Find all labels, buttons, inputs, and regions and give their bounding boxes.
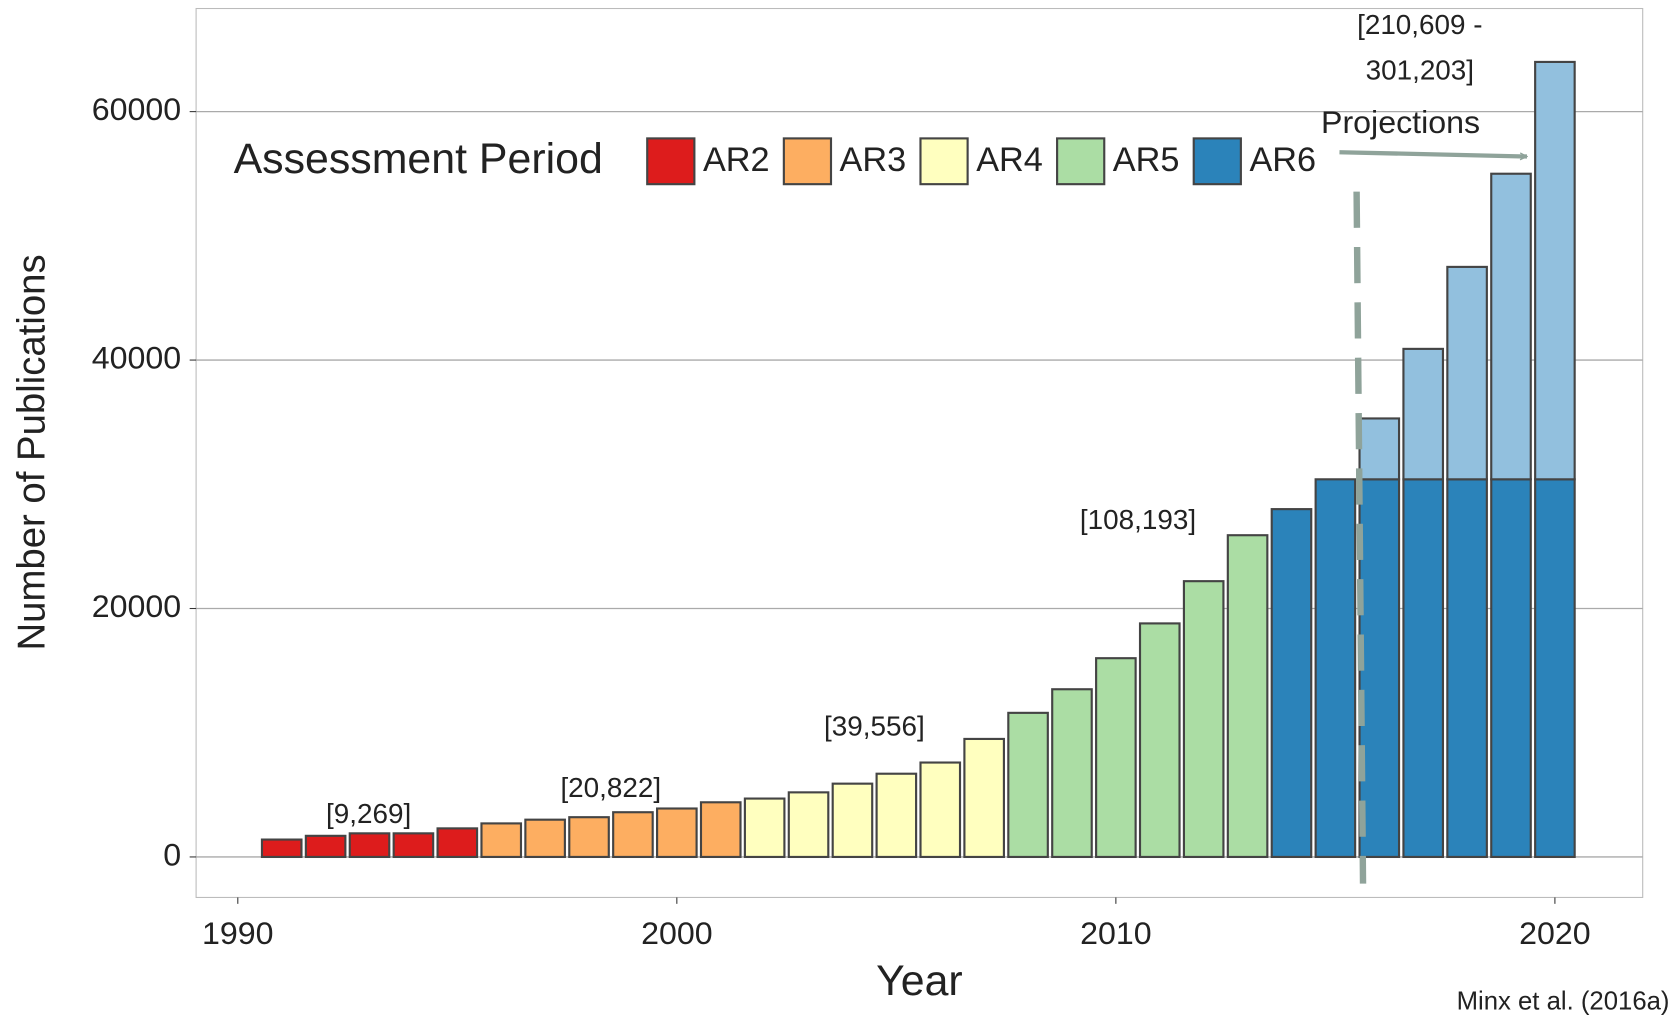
y-tick-label: 0: [163, 836, 181, 872]
bar: [1007, 711, 1049, 859]
annotation: 301,203]: [1366, 55, 1474, 86]
projection-label: Projections: [1321, 104, 1480, 140]
bar: [612, 811, 654, 859]
bar: [1446, 478, 1488, 859]
legend-swatch: [1192, 137, 1242, 186]
bar: [260, 838, 303, 859]
projection-divider: [1353, 191, 1367, 884]
bar: [568, 816, 610, 859]
bar: [1314, 478, 1357, 859]
bar: [656, 807, 698, 859]
bar: [1095, 657, 1137, 859]
x-tick-label: 2000: [641, 915, 712, 951]
bar: [1490, 478, 1532, 859]
projection-arrow: [1339, 150, 1527, 156]
legend-label: AR2: [703, 141, 770, 179]
bar: [1270, 508, 1313, 859]
y-tick-label: 20000: [92, 588, 181, 624]
bar: [1051, 688, 1093, 859]
bar: [831, 782, 874, 859]
annotation: [39,556]: [824, 711, 925, 742]
projection-bar: [1358, 417, 1401, 481]
x-tick-label: 2010: [1080, 915, 1151, 951]
bar: [963, 737, 1005, 859]
bar: [480, 822, 523, 859]
legend-swatch: [1056, 137, 1106, 186]
legend-label: AR4: [976, 141, 1043, 179]
bar: [524, 818, 566, 859]
x-tick-label: 2020: [1519, 915, 1590, 951]
bar: [1358, 478, 1401, 859]
y-axis-label: Number of Publications: [10, 254, 53, 650]
legend-label: AR6: [1249, 141, 1316, 179]
bar: [875, 772, 918, 859]
bar: [392, 832, 435, 859]
bar: [304, 834, 347, 859]
legend-label: AR3: [840, 141, 907, 179]
projection-bar: [1446, 265, 1488, 481]
projection-bar: [1534, 60, 1576, 481]
bar: [919, 761, 962, 859]
bar: [787, 791, 830, 859]
bar: [699, 801, 742, 859]
bar: [1226, 534, 1269, 859]
bar: [348, 832, 391, 859]
bar: [743, 797, 786, 859]
annotation: [108,193]: [1080, 504, 1196, 535]
projection-bar: [1490, 172, 1532, 481]
legend-swatch: [782, 137, 833, 186]
annotation: [20,822]: [560, 772, 661, 803]
y-tick-label: 40000: [92, 340, 181, 376]
annotation: [9,269]: [326, 798, 411, 829]
annotation: [210,609 -: [1357, 9, 1482, 40]
bar: [1534, 478, 1576, 859]
legend-label: AR5: [1113, 141, 1180, 179]
x-tick-label: 1990: [202, 915, 273, 951]
bar: [1138, 622, 1181, 859]
bar: [1402, 478, 1445, 859]
projection-bar: [1402, 347, 1445, 481]
legend-swatch: [919, 137, 969, 186]
x-axis-label: Year: [876, 957, 963, 1005]
bar: [436, 827, 479, 859]
bar: [1182, 580, 1225, 859]
source: Minx et al. (2016a): [1457, 988, 1670, 1016]
y-tick-label: 60000: [92, 91, 181, 127]
legend-swatch: [646, 137, 696, 186]
legend-title: Assessment Period: [234, 135, 603, 183]
